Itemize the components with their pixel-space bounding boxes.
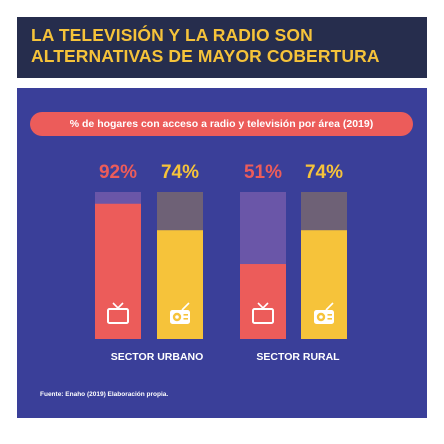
tv-antenna-left-urbano (112, 302, 119, 309)
radio-antenna-urbano (181, 302, 190, 311)
source-note: Fuente: Enaho (2019) Elaboración propia. (40, 391, 169, 398)
radio-knob-2-rural (327, 318, 332, 320)
tv-icon-urbano (107, 308, 129, 324)
chart-panel (17, 88, 427, 418)
tv-icon-rural (252, 308, 274, 324)
value-label-rural-tv: 51% (244, 162, 282, 183)
value-label-rural-radio: 74% (305, 162, 343, 183)
value-label-urbano-tv: 92% (99, 162, 137, 183)
category-label-urbano: SECTOR URBANO (111, 351, 204, 363)
value-label-urbano-radio: 74% (161, 162, 199, 183)
radio-knob-2-urbano (183, 318, 188, 320)
radio-knob-1-urbano (183, 314, 188, 316)
tv-antenna-right-rural (262, 302, 269, 309)
title-line-2: ALTERNATIVAS DE MAYOR COBERTURA (31, 46, 380, 66)
bar-urbano-tv (95, 203, 141, 339)
tv-antenna-left-rural (257, 302, 264, 309)
title-line-1: LA TELEVISIÓN Y LA RADIO SON (31, 25, 313, 45)
tv-antenna-right-urbano (117, 302, 124, 309)
bar-rural-tv (240, 264, 286, 339)
radio-antenna-rural (325, 302, 334, 311)
header-banner: LA TELEVISIÓN Y LA RADIO SON ALTERNATIVA… (17, 17, 427, 78)
radio-speaker-center-urbano (175, 315, 179, 319)
chart-subtitle: % de hogares con acceso a radio y televi… (30, 112, 413, 136)
radio-knob-1-rural (327, 314, 332, 316)
category-label-rural: SECTOR RURAL (256, 351, 340, 363)
radio-speaker-center-rural (319, 315, 323, 319)
